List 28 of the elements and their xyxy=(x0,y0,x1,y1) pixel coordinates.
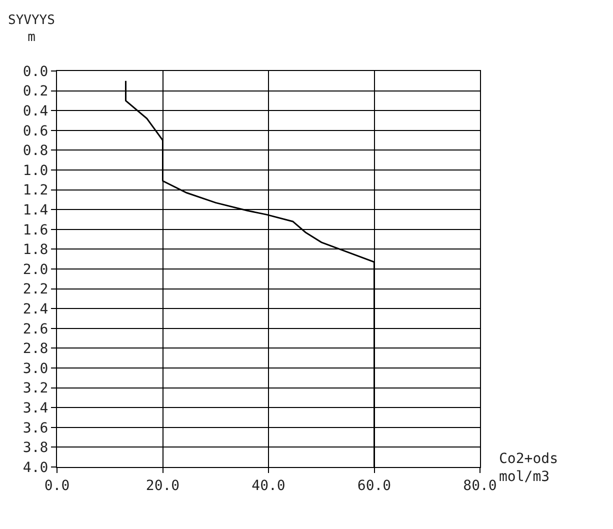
y-tick-label: 1.4 xyxy=(22,202,48,218)
x-tick-label: 0.0 xyxy=(44,478,70,494)
y-tick-label: 4.0 xyxy=(22,460,48,476)
x-tick-label: 20.0 xyxy=(146,478,180,494)
y-tick-label: 2.6 xyxy=(22,321,48,338)
y-tick-label: 2.4 xyxy=(22,302,48,318)
y-tick-label: 3.4 xyxy=(22,400,48,416)
y-tick-label: 0.2 xyxy=(22,84,48,100)
y-tick-label: 2.8 xyxy=(22,341,48,358)
y-tick-label: 2.0 xyxy=(22,262,48,278)
x-tick-label: 60.0 xyxy=(357,478,392,494)
y-tick-label: 0.6 xyxy=(22,123,48,140)
y-tick-label: 3.8 xyxy=(22,440,48,456)
y-tick-label: 3.2 xyxy=(22,380,48,397)
y-tick-label: 0.4 xyxy=(22,104,48,120)
y-tick-label: 1.2 xyxy=(22,182,48,199)
y-tick-label: 0.0 xyxy=(22,64,48,80)
y-axis-title: SYVYYS m xyxy=(8,13,55,45)
x-axis-title: Co2+ods mol/m3 xyxy=(499,451,558,486)
y-tick-label: 0.8 xyxy=(22,143,48,160)
y-tick-label: 2.2 xyxy=(22,282,48,298)
y-tick-label: 3.6 xyxy=(22,420,48,436)
x-tick-label: 40.0 xyxy=(252,478,286,494)
y-tick-label: 3.0 xyxy=(22,360,48,377)
y-tick-label: 1.8 xyxy=(22,242,48,258)
y-tick-label: 1.6 xyxy=(22,222,48,238)
x-tick-label: 80.0 xyxy=(463,478,497,494)
y-tick-label: 1.0 xyxy=(22,162,48,179)
